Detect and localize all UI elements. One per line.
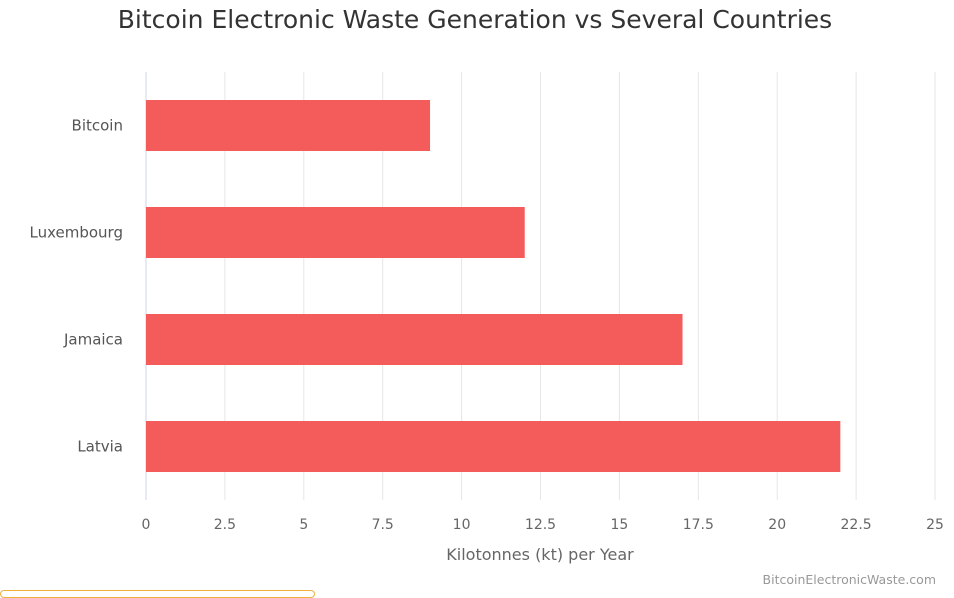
category-label: Jamaica <box>63 331 123 349</box>
chart-title: Bitcoin Electronic Waste Generation vs S… <box>118 5 832 34</box>
x-tick-label: 0 <box>142 517 151 533</box>
category-label: Bitcoin <box>72 117 123 135</box>
x-tick-label: 2.5 <box>214 517 236 533</box>
bar-latvia[interactable] <box>146 421 841 472</box>
bar-bitcoin[interactable] <box>146 100 431 151</box>
category-label: Latvia <box>77 438 123 456</box>
category-label: Luxembourg <box>30 224 124 242</box>
x-tick-label: 25 <box>926 517 944 533</box>
x-tick-label: 22.5 <box>841 517 872 533</box>
x-tick-label: 15 <box>610 517 628 533</box>
x-tick-label: 7.5 <box>372 517 394 533</box>
x-axis-label: Kilotonnes (kt) per Year <box>446 545 634 564</box>
x-tick-label: 12.5 <box>525 517 556 533</box>
x-tick-label: 17.5 <box>683 517 714 533</box>
bar-jamaica[interactable] <box>146 314 683 365</box>
x-tick-label: 10 <box>453 517 471 533</box>
chart-credit[interactable]: BitcoinElectronicWaste.com <box>763 572 936 587</box>
bar-luxembourg[interactable] <box>146 207 525 258</box>
bottom-bar <box>0 590 315 598</box>
x-tick-label: 5 <box>299 517 308 533</box>
x-tick-label: 20 <box>768 517 786 533</box>
